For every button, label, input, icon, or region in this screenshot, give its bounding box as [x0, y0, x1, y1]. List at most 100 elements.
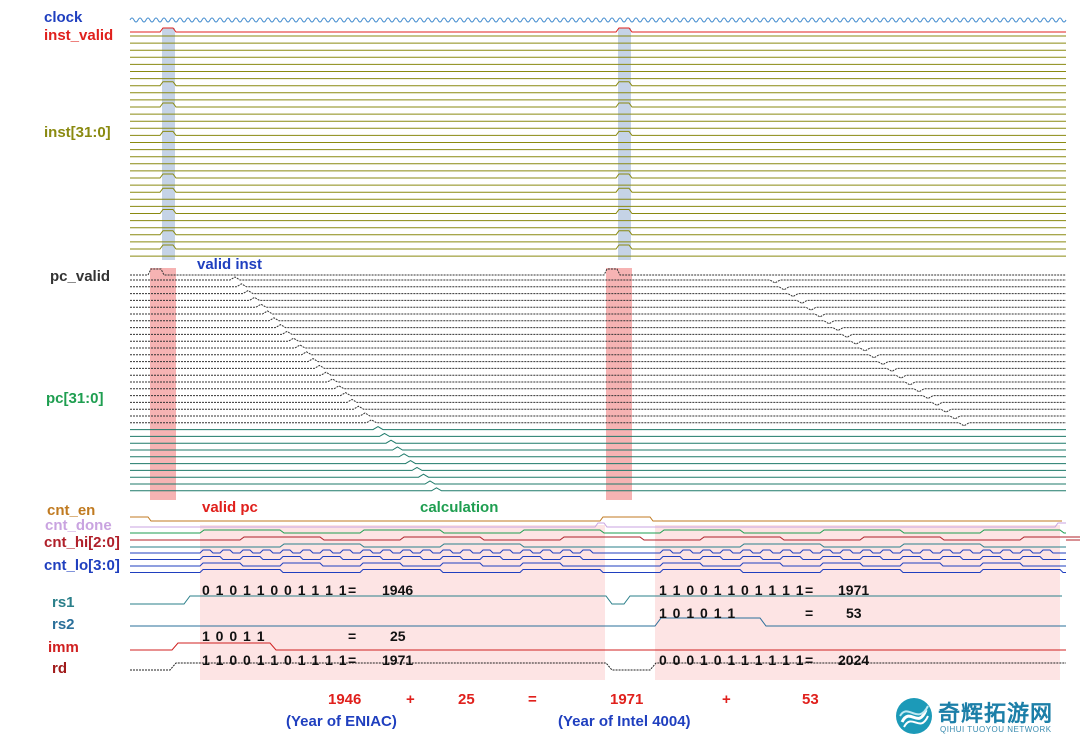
- imm-eq-first: =: [348, 628, 357, 644]
- rd-value-first: 1971: [382, 652, 414, 668]
- inst-valid-band-second: [618, 28, 631, 260]
- pc-bit-trace: [130, 283, 1066, 291]
- signal-label-rd: rd: [52, 660, 67, 677]
- signal-label-pc: pc[31:0]: [46, 390, 104, 407]
- pc-bit-trace: [130, 358, 1066, 366]
- rs1-trace: [130, 595, 1062, 605]
- inst-bit-trace: [130, 130, 1066, 136]
- pc-bit-trace: [130, 330, 1066, 338]
- waveform-traces: [129, 17, 1080, 671]
- inst-bit-trace: [130, 173, 1066, 179]
- inst-bit-trace: [130, 81, 1066, 87]
- pc-bit-trace: [130, 419, 1066, 427]
- rs2-trace: [130, 617, 1066, 627]
- pc-bit-trace: [130, 371, 1066, 379]
- inst-bit-trace: [130, 102, 1066, 108]
- pc-bit-trace: [130, 460, 1066, 465]
- pc-bit-trace: [130, 378, 1066, 386]
- imm-trace: [130, 642, 1066, 651]
- pc-valid-band-second: [606, 268, 632, 500]
- annotation-valid-inst: valid inst: [197, 256, 263, 273]
- pc-valid-trace: [130, 268, 1066, 276]
- cnt-lo-trace: [130, 562, 1066, 567]
- signal-label-cnt-en: cnt_en: [47, 502, 96, 519]
- signal-label-rs2: rs2: [52, 616, 75, 633]
- pc-bit-trace: [130, 324, 1066, 332]
- rd-trace: [130, 662, 1066, 671]
- pc-bit-trace: [130, 290, 1066, 298]
- annotation-valid-pc: valid pc: [202, 499, 258, 516]
- signal-label-inst-valid: inst_valid: [44, 27, 114, 44]
- pc-bit-trace: [130, 398, 1066, 406]
- imm-value-first: 25: [390, 628, 406, 644]
- rs2-bits-second: 1 0 1 0 1 1: [659, 605, 737, 621]
- pc-bit-trace: [130, 344, 1066, 352]
- annotation-calculation: calculation: [420, 499, 499, 516]
- formula-25: 25: [458, 691, 475, 708]
- formula-plus-2: +: [722, 691, 731, 708]
- pc-bit-trace: [130, 487, 1066, 492]
- pc-bit-trace: [130, 412, 1066, 420]
- logo-text-cn: 奇辉拓游网: [938, 702, 1054, 727]
- signal-label-imm: imm: [48, 639, 79, 656]
- pc-bit-trace: [130, 310, 1066, 318]
- formula-equals: =: [528, 691, 537, 708]
- pc-bit-trace: [130, 303, 1066, 311]
- pc-bit-trace: [130, 473, 1066, 478]
- pc-bit-trace: [130, 439, 1066, 444]
- rd-value-second: 2024: [838, 652, 870, 668]
- formula-1946: 1946: [328, 691, 362, 708]
- pc-bit-trace: [130, 276, 1066, 284]
- rs2-eq-second: =: [805, 605, 814, 621]
- pc-bit-trace: [130, 453, 1066, 458]
- pc-bit-trace: [130, 432, 1066, 437]
- caption-eniac: (Year of ENIAC): [286, 713, 397, 730]
- inst-bit-trace: [130, 230, 1066, 236]
- clock-trace: [129, 17, 1067, 23]
- pc-valid-band-first: [150, 268, 176, 500]
- logo-text-en: QIHUI TUOYOU NETWORK: [940, 725, 1052, 734]
- rs1-bits-second: 1 1 0 0 1 1 0 1 1 1 1: [659, 582, 805, 598]
- inst-bit-trace: [130, 209, 1066, 214]
- cnt-en-trace: [130, 516, 1062, 522]
- pc-bit-trace: [130, 392, 1066, 400]
- pc-bit-trace: [130, 466, 1066, 471]
- signal-label-cnt-lo: cnt_lo[3:0]: [44, 557, 120, 574]
- pc-bit-trace: [130, 480, 1066, 485]
- cnt-lo-trace: [130, 556, 1066, 560]
- pc-bit-trace: [130, 446, 1066, 451]
- cnt-hi-trace: [130, 536, 1080, 541]
- pc-bit-trace: [130, 317, 1066, 325]
- pc-bit-trace: [130, 385, 1066, 393]
- watermark-logo: 奇辉拓游网 QIHUI TUOYOU NETWORK: [892, 694, 1072, 738]
- rs2-value-second: 53: [846, 605, 862, 621]
- pc-bit-trace: [130, 426, 1066, 431]
- rs1-bits-first: 0 1 0 1 1 0 0 1 1 1 1: [202, 582, 348, 598]
- formula-plus-1: +: [406, 691, 415, 708]
- imm-bits-first: 1 0 0 1 1: [202, 628, 266, 644]
- inst-bit-trace: [130, 244, 1066, 250]
- signal-label-cnt-hi: cnt_hi[2:0]: [44, 534, 120, 551]
- formula-53: 53: [802, 691, 819, 708]
- rd-eq-first: =: [348, 652, 357, 668]
- cnt-done-trace: [130, 522, 1066, 528]
- rd-bits-second: 0 0 0 1 0 1 1 1 1 1 1: [659, 652, 805, 668]
- pc-bit-trace: [130, 405, 1066, 413]
- pc-bit-trace: [130, 351, 1066, 359]
- pc-bit-trace: [130, 364, 1066, 372]
- pc-bit-trace: [130, 337, 1066, 345]
- rd-bits-first: 1 1 0 0 1 1 0 1 1 1 1: [202, 652, 348, 668]
- caption-intel-4004: (Year of Intel 4004): [558, 713, 691, 730]
- formula-1971: 1971: [610, 691, 644, 708]
- signal-label-inst: inst[31:0]: [44, 124, 111, 141]
- signal-label-cnt-done: cnt_done: [45, 517, 112, 534]
- ribbon-logo-icon: [896, 698, 932, 734]
- rs1-eq-first: =: [348, 582, 357, 598]
- cnt-lo-trace: [130, 549, 1066, 554]
- cnt-hi-trace: [130, 543, 1066, 548]
- rd-eq-second: =: [805, 652, 814, 668]
- signal-label-pc-valid: pc_valid: [50, 268, 111, 285]
- inst-bit-trace: [130, 187, 1066, 193]
- rs1-eq-second: =: [805, 582, 814, 598]
